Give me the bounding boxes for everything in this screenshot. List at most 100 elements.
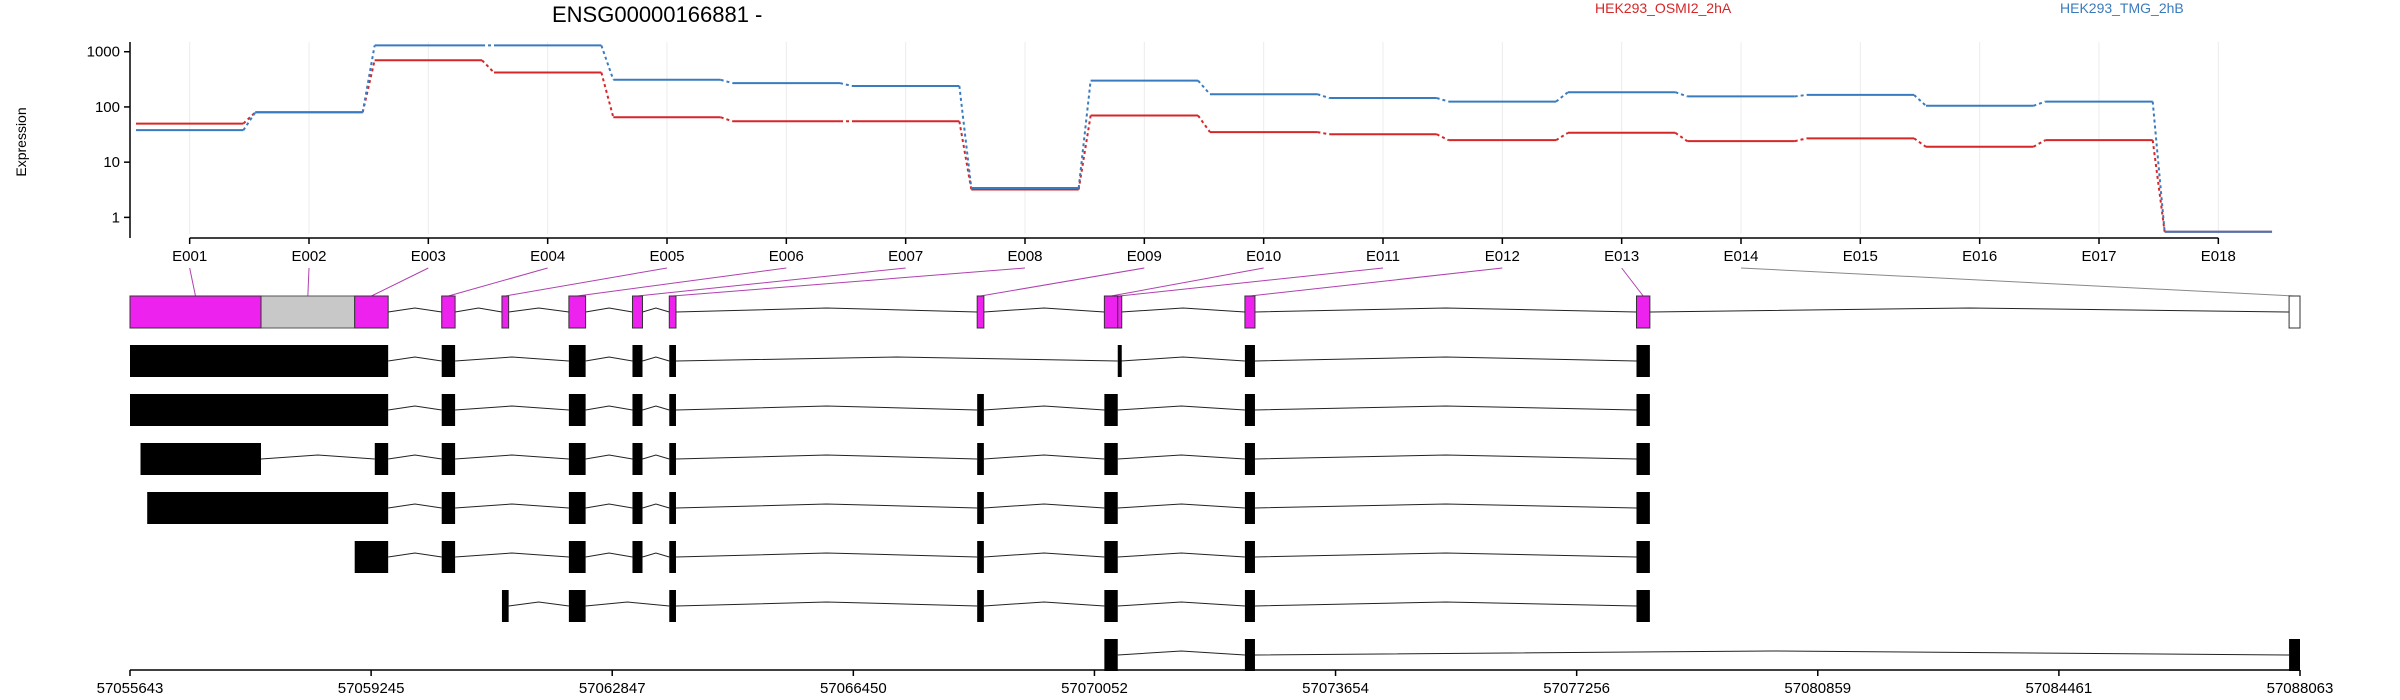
x-tick-label: E003 (411, 248, 446, 265)
transcript-exon (669, 541, 676, 573)
exon-part (1244, 295, 1256, 329)
intron (675, 454, 978, 460)
transcript-exon (1244, 394, 1255, 426)
intron (508, 307, 569, 313)
series-2-connector (1794, 93, 1807, 98)
intron (1254, 601, 1637, 607)
intron (455, 405, 569, 411)
transcript-exon (632, 394, 643, 426)
transcript-exon (1104, 492, 1118, 524)
exon-part (501, 295, 510, 329)
transcript-exon (374, 443, 389, 475)
transcript-exon (1104, 394, 1118, 426)
exon-part (668, 295, 677, 329)
intron (675, 356, 1118, 362)
transcript-exon (1104, 443, 1118, 475)
series-1-connector (2032, 139, 2046, 148)
x-tick-label: E016 (1962, 248, 1997, 265)
exon-connector (1110, 267, 1264, 297)
intron (388, 356, 442, 362)
x-tick-label: E018 (2201, 248, 2236, 265)
intron (455, 307, 503, 313)
exon-part (354, 295, 389, 329)
intron (260, 454, 375, 460)
intron (983, 307, 1105, 313)
intron (1254, 356, 1637, 362)
series-2-connector (1555, 91, 1569, 103)
transcript-exon (1244, 541, 1255, 573)
series-2-connector (1317, 93, 1330, 99)
intron (388, 503, 442, 509)
intron (983, 454, 1105, 460)
intron (983, 503, 1105, 509)
transcript-exon (632, 345, 643, 377)
exon-connector (371, 267, 429, 297)
transcript-exon (147, 492, 389, 524)
y-axis-label: Expression (13, 107, 29, 176)
transcript-exon (1104, 590, 1118, 622)
transcript-exon (1636, 590, 1650, 622)
series-1-connector (1317, 131, 1330, 136)
exon-connector (448, 267, 548, 297)
y-tick-label: 1000 (87, 44, 120, 61)
intron (1254, 503, 1637, 509)
transcript-exon (354, 541, 389, 573)
transcript-exon (130, 394, 389, 426)
x-tick-label: E011 (1366, 248, 1400, 265)
transcript-exon (568, 345, 586, 377)
x-tick-label: E007 (888, 248, 923, 265)
exon-connector (505, 267, 668, 297)
intron (642, 503, 670, 509)
x-tick-label: E006 (769, 248, 804, 265)
exon-connector (307, 267, 310, 297)
intron (455, 454, 569, 460)
exon-connector (1119, 267, 1384, 297)
transcript-exon (140, 443, 261, 475)
series-1-connector (720, 116, 733, 123)
transcript-exon (977, 492, 984, 524)
transcript-exon (669, 443, 676, 475)
x-tick-label: E001 (172, 248, 207, 265)
legend-label-series-2: HEK293_TMG_2hB (2060, 0, 2184, 16)
exon-parts-row (129, 295, 2301, 329)
transcript-exon (2289, 639, 2300, 671)
series-2-connector (839, 82, 853, 87)
intron (983, 405, 1105, 411)
transcript-exon (568, 394, 586, 426)
transcript-exon (130, 345, 389, 377)
series-2-connector (2151, 101, 2166, 232)
series-2-connector (1436, 97, 1449, 103)
intron (642, 307, 670, 313)
x-tick-label: E017 (2081, 248, 2116, 265)
intron (1117, 650, 1245, 656)
x-tick-label: E013 (1604, 248, 1639, 265)
transcript-exon (1244, 443, 1255, 475)
transcript-exon (977, 541, 984, 573)
intron (585, 454, 633, 460)
intron (388, 552, 442, 558)
intron (388, 405, 442, 411)
intron (675, 405, 978, 411)
transcript (130, 345, 1650, 377)
transcript-exon (568, 541, 586, 573)
transcript-exon (669, 345, 676, 377)
series-2-connector (958, 85, 973, 189)
intron (388, 307, 442, 313)
transcript-exon (669, 394, 676, 426)
x-tick-label: E009 (1127, 248, 1162, 265)
transcript (501, 590, 1650, 622)
coordinate-tick-label: 57077256 (1543, 680, 1610, 697)
exon-connector (672, 267, 1026, 297)
coordinate-tick-label: 57084461 (2026, 680, 2093, 697)
series-1-connector (600, 72, 615, 118)
exon-part (1103, 295, 1119, 329)
intron (675, 601, 978, 607)
transcript-exon (977, 590, 984, 622)
transcript-exon (441, 443, 456, 475)
x-tick-label: E002 (291, 248, 326, 265)
exon-part (631, 295, 644, 329)
transcript-exon (1244, 492, 1255, 524)
series-1-connector (1555, 131, 1569, 142)
x-tick-label: E004 (530, 248, 565, 265)
series-2-connector (720, 78, 733, 85)
